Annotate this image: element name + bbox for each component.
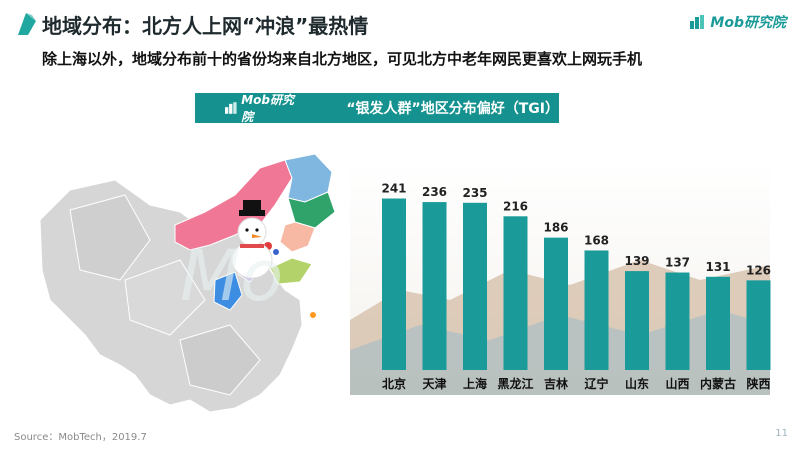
page-title: 地域分布：北方人上网“冲浪”最热情 — [42, 14, 369, 38]
bar-辽宁 — [584, 250, 609, 370]
bar-天津 — [422, 202, 447, 370]
data-label: 126 — [746, 263, 771, 277]
banner-title: “银发人群”地区分布偏好（TGI） — [346, 101, 559, 117]
category-label: 山西 — [665, 376, 689, 391]
title-accent-icon — [18, 13, 36, 35]
banner-logo: Mob研究院 — [225, 91, 302, 125]
category-label: 北京 — [382, 376, 406, 391]
category-label: 内蒙古 — [700, 376, 736, 391]
page-subtitle: 除上海以外，地域分布前十的省份均来自北方地区，可见北方中老年网民更喜欢上网玩手机 — [42, 50, 643, 68]
bar-陕西 — [746, 280, 771, 370]
china-map: Mo — [39, 153, 336, 413]
map-shanghai — [310, 312, 316, 318]
data-label: 168 — [584, 233, 609, 247]
source-note: Source：MobTech，2019.7 — [14, 432, 147, 443]
category-label: 天津 — [422, 376, 446, 391]
data-label: 186 — [543, 221, 568, 235]
category-label: 山东 — [625, 376, 649, 391]
map-inner-mongolia — [174, 159, 293, 251]
data-label: 241 — [381, 182, 406, 196]
tgi-bar-chart: 241 北京 236 天津 235 上海 216 黑龙江 186 吉林 168 辽宁 139 山东 137 山… — [350, 160, 771, 395]
banner-logo-text: Mob研究院 — [241, 93, 294, 124]
data-label: 236 — [422, 185, 447, 199]
mob-logo-icon — [225, 102, 237, 114]
data-label: 131 — [705, 260, 730, 274]
brand-logo: Mob研究院 — [690, 12, 786, 32]
snowman-icon — [231, 200, 273, 279]
category-label: 黑龙江 — [497, 376, 533, 391]
bar-山东 — [625, 271, 649, 370]
category-label: 吉林 — [544, 376, 568, 391]
bar-内蒙古 — [706, 276, 730, 370]
bar-山西 — [665, 272, 690, 370]
chart-banner: Mob研究院 “银发人群”地区分布偏好（TGI） — [195, 91, 559, 125]
data-label: 139 — [624, 254, 649, 268]
map-shaanxi — [213, 271, 243, 311]
category-label: 陕西 — [746, 376, 770, 391]
mob-logo-icon — [690, 15, 705, 29]
map-shandong — [269, 257, 313, 285]
bar-吉林 — [544, 237, 568, 370]
map-province-gray — [69, 194, 151, 281]
bar-黑龙江 — [503, 216, 528, 370]
bar-上海 — [463, 202, 487, 370]
map-province-gray — [179, 324, 261, 396]
svg-text:Mo: Mo — [180, 235, 283, 317]
map-province-gray — [124, 259, 206, 336]
category-label: 辽宁 — [584, 376, 608, 391]
data-label: 137 — [665, 256, 690, 270]
map-liaoning — [279, 221, 316, 253]
category-label: 上海 — [463, 376, 487, 391]
bar-北京 — [382, 198, 406, 370]
data-label: 216 — [503, 199, 528, 213]
data-label: 235 — [462, 186, 487, 200]
page-number: 11 — [775, 428, 788, 439]
map-tianjin — [273, 249, 279, 255]
brand-logo-text: Mob研究院 — [710, 15, 786, 31]
